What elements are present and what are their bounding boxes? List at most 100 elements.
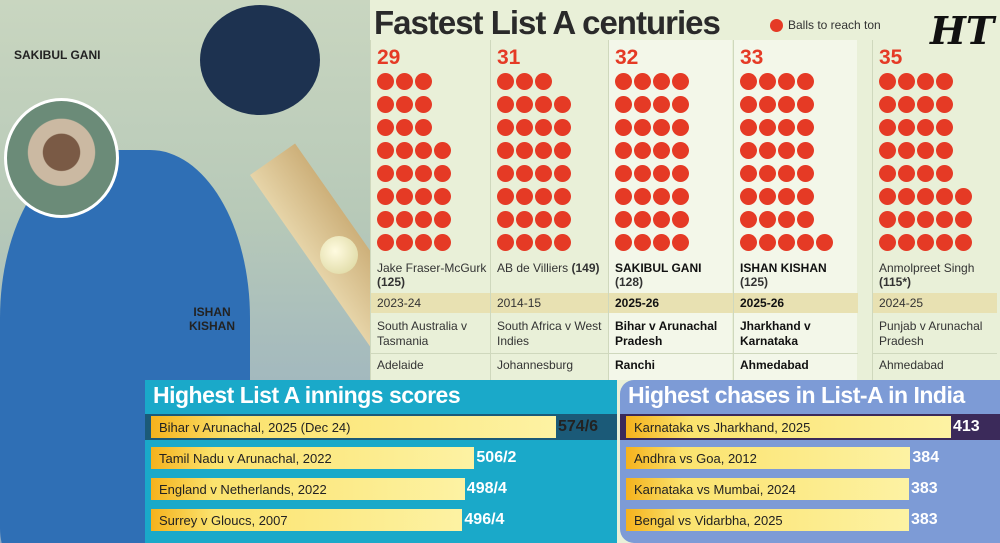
ball-dot: [396, 142, 413, 159]
helmet: [200, 5, 320, 115]
ball-dot: [415, 119, 432, 136]
season: 2025-26: [734, 293, 858, 313]
ball-dot: [936, 96, 953, 113]
cricket-ball: [320, 236, 358, 274]
score-bar: Tamil Nadu v Arunachal, 2022: [151, 447, 475, 469]
ball-dot: [615, 211, 632, 228]
ball-dot: [917, 211, 934, 228]
ball-dot: [377, 73, 394, 90]
chart-title: Fastest List A centuries: [374, 4, 721, 41]
player-score: (125): [377, 275, 406, 289]
match: Punjab v Arunachal Pradesh: [879, 319, 983, 348]
chases-panel: Highest chases in List-A in India Karnat…: [620, 380, 1000, 543]
ball-dot: [672, 211, 689, 228]
ball-dot: [672, 119, 689, 136]
ball-dot: [778, 211, 795, 228]
player-label: SAKIBUL GANI: [615, 261, 702, 275]
ball-dot: [634, 142, 651, 159]
innings-row: England v Netherlands, 2022 498/4: [151, 476, 507, 502]
ball-dot: [535, 165, 552, 182]
ball-dot: [936, 211, 953, 228]
ball-dot: [497, 188, 514, 205]
ball-dot: [497, 234, 514, 251]
balls-value: 32: [615, 46, 639, 69]
score-bar: England v Netherlands, 2022: [151, 478, 465, 500]
ball-dot: [879, 165, 896, 182]
ball-dot: [759, 142, 776, 159]
ball-dot: [634, 234, 651, 251]
row-score: 498/4: [466, 480, 507, 497]
ball-dot: [955, 234, 972, 251]
legend-label: Balls to reach ton: [788, 18, 881, 32]
ball-dot: [778, 119, 795, 136]
ball-dot: [740, 73, 757, 90]
match: Bihar v Arunachal Pradesh: [615, 319, 718, 348]
balls-value: 35: [879, 46, 903, 69]
legend: Balls to reach ton: [770, 18, 881, 32]
ball-dot: [377, 188, 394, 205]
chases-row: Andhra vs Goa, 2012 384: [626, 445, 939, 471]
chases-title: Highest chases in List-A in India: [628, 382, 965, 408]
row-label: England v Netherlands, 2022: [159, 481, 327, 497]
ball-dot: [516, 119, 533, 136]
row-score: 496/4: [464, 511, 505, 528]
player-score: (149): [571, 261, 600, 275]
season: 2025-26: [609, 293, 733, 313]
ball-dot: [634, 211, 651, 228]
row-label: Karnataka vs Mumbai, 2024: [634, 481, 796, 497]
ball-dot: [554, 234, 571, 251]
balls-value: 31: [497, 46, 521, 69]
ball-dot: [516, 211, 533, 228]
ball-dot: [497, 142, 514, 159]
score-bar: Andhra vs Goa, 2012: [626, 447, 911, 469]
match: South Australia v Tasmania: [377, 319, 468, 348]
ball-dot: [554, 165, 571, 182]
ball-dot: [917, 188, 934, 205]
legend-dot-icon: [770, 18, 783, 32]
ball-dot: [535, 211, 552, 228]
ball-dot: [672, 188, 689, 205]
ht-logo: HT: [930, 8, 995, 53]
venue: Ranchi: [609, 353, 733, 376]
ball-dot: [516, 234, 533, 251]
score-bar: Karnataka vs Jharkhand, 2025: [626, 416, 951, 438]
ball-dot: [434, 188, 451, 205]
ball-dot: [377, 165, 394, 182]
player-score: (128): [615, 275, 644, 289]
ball-dot: [415, 73, 432, 90]
ball-dot: [917, 73, 934, 90]
ball-dot: [396, 165, 413, 182]
ball-dot: [898, 73, 915, 90]
century-column: 29 Jake Fraser-McGurk (125) 2023-24 Sout…: [370, 40, 495, 380]
chases-row: Bengal vs Vidarbha, 2025 383: [626, 507, 938, 533]
row-score: 574/6: [558, 418, 599, 435]
ball-dot: [917, 119, 934, 136]
ball-dot: [879, 211, 896, 228]
ball-dot: [797, 73, 814, 90]
ball-dot: [917, 142, 934, 159]
ball-dot: [879, 73, 896, 90]
player-name: ISHAN KISHAN (125): [740, 261, 857, 289]
ball-dot: [377, 234, 394, 251]
ball-dot: [917, 165, 934, 182]
ball-dot: [759, 165, 776, 182]
player-name: SAKIBUL GANI (128): [615, 261, 732, 289]
inset-photo-sakibul-gani: [4, 98, 119, 218]
row-score: 384: [912, 449, 940, 466]
ball-dot: [396, 234, 413, 251]
venue: Ahmedabad: [734, 353, 858, 376]
ball-dot: [615, 119, 632, 136]
ball-dot: [497, 211, 514, 228]
ball-dot: [634, 96, 651, 113]
century-column: 35 Anmolpreet Singh (115*) 2024-25 Punja…: [872, 40, 997, 380]
ball-dot: [653, 119, 670, 136]
ball-dot: [740, 96, 757, 113]
ball-dot: [740, 211, 757, 228]
ball-dot: [434, 234, 451, 251]
ball-dot: [377, 119, 394, 136]
ball-dot: [497, 119, 514, 136]
balls-value: 33: [740, 46, 764, 69]
ball-dot: [898, 96, 915, 113]
ball-dot: [797, 96, 814, 113]
ball-dot: [396, 188, 413, 205]
